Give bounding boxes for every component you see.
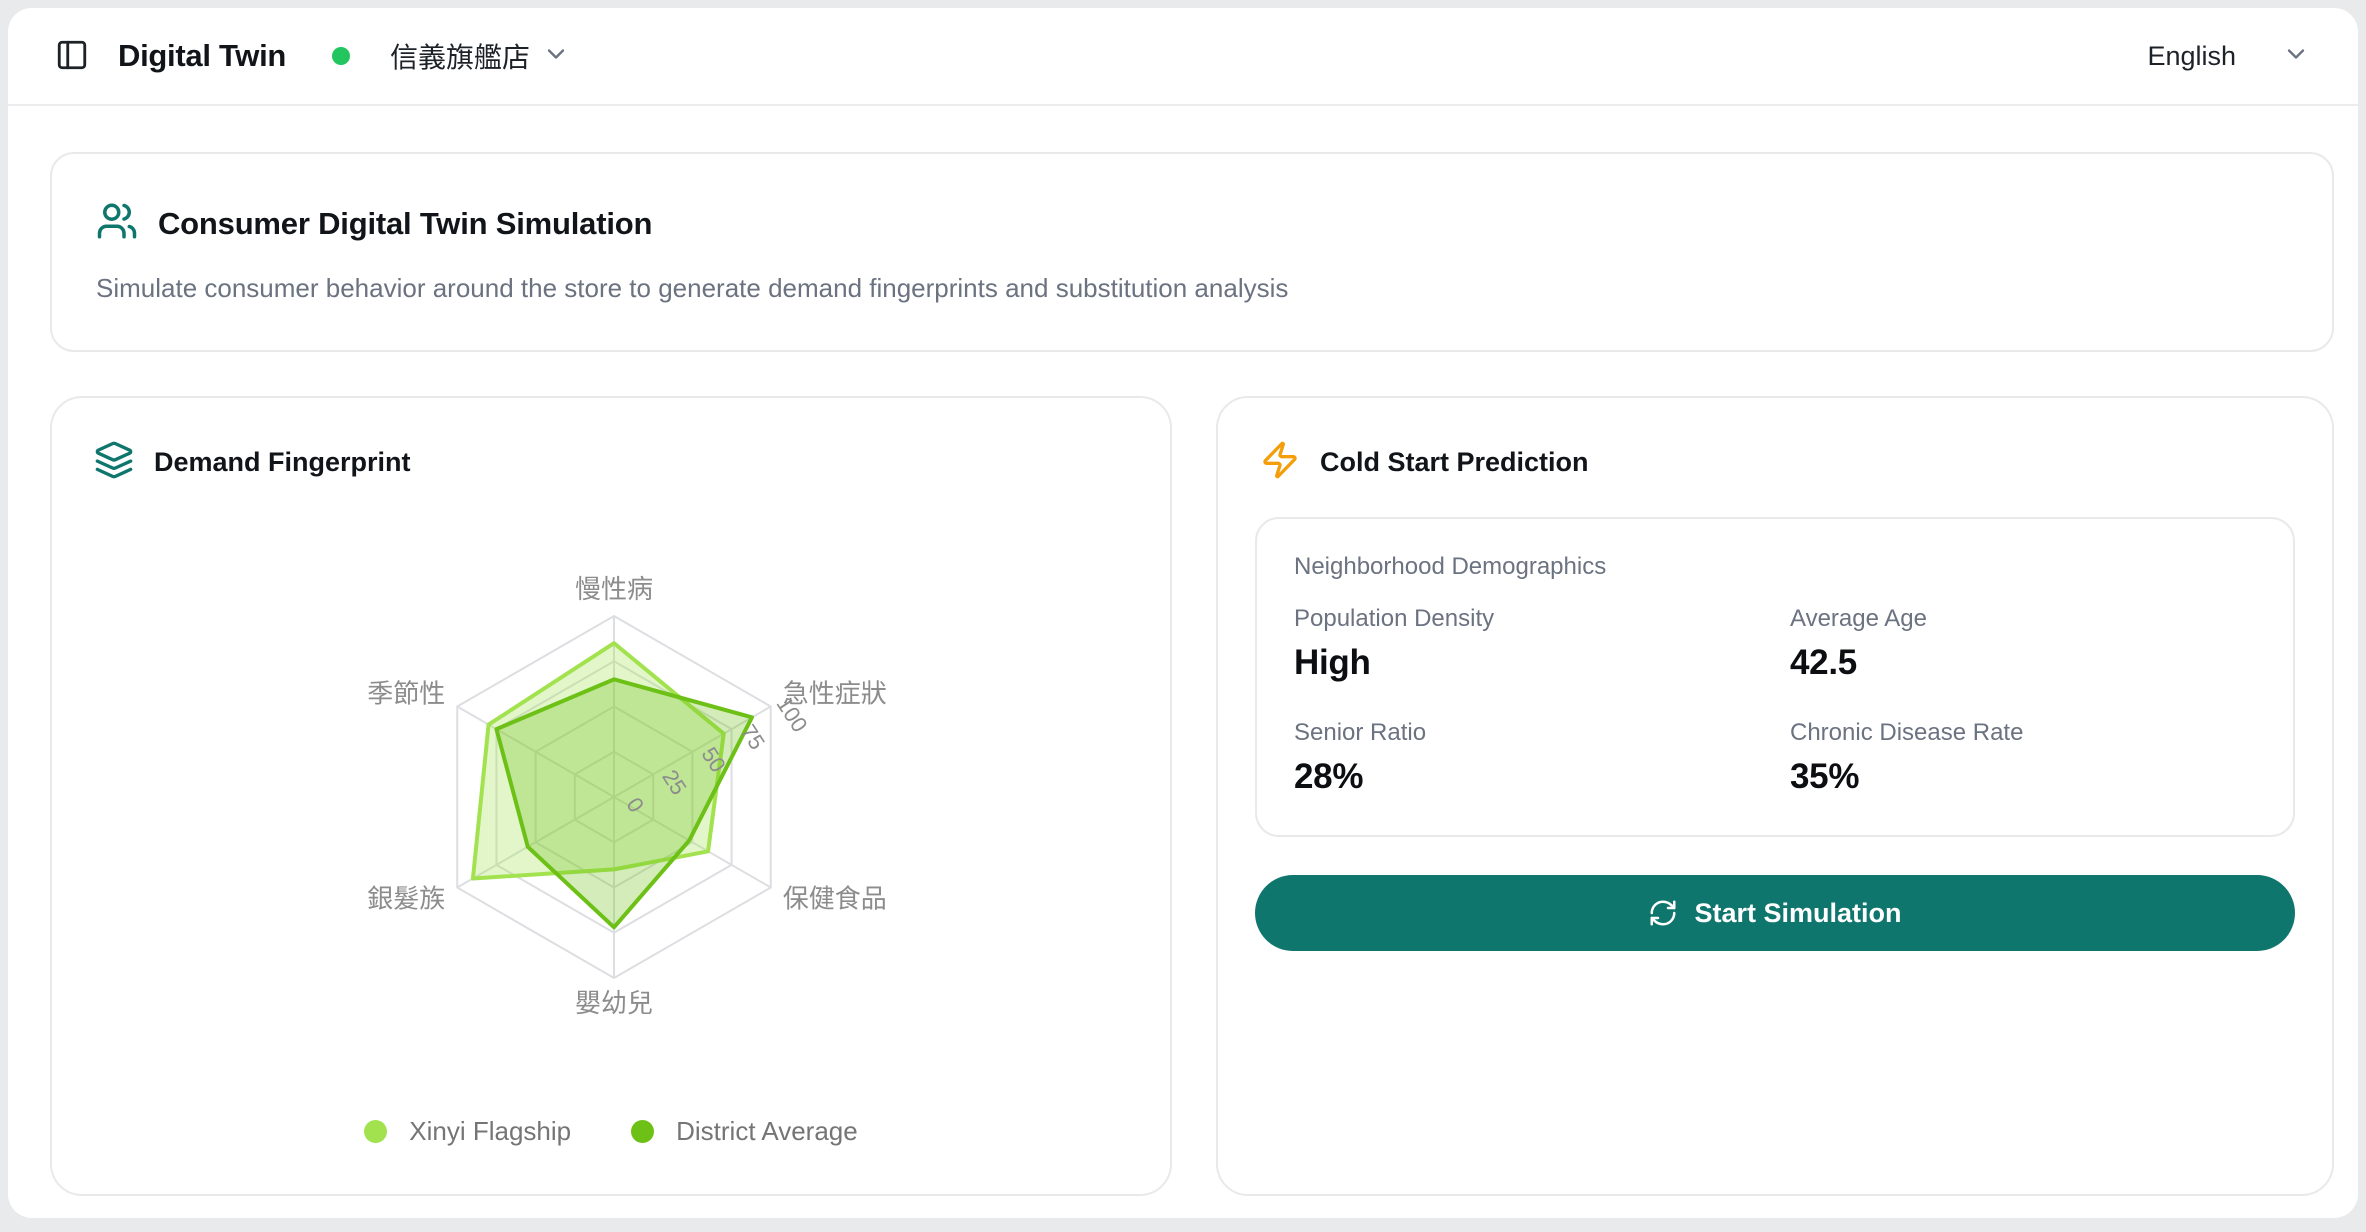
card-title: Cold Start Prediction	[1320, 447, 1589, 477]
stat-label: Population Density	[1294, 605, 1495, 632]
layers-icon	[94, 440, 134, 485]
store-selector[interactable]: 信義旗艦店	[332, 36, 570, 76]
svg-text:50: 50	[697, 743, 731, 777]
demographics-panel: Neighborhood Demographics Population Den…	[1255, 517, 2295, 837]
panel-left-icon	[55, 38, 89, 75]
banner-card: Consumer Digital Twin Simulation Simulat…	[50, 152, 2334, 352]
page-title: Consumer Digital Twin Simulation	[158, 205, 653, 241]
chart-legend: Xinyi Flagship District Average	[52, 1116, 1170, 1147]
card-title: Demand Fingerprint	[154, 447, 411, 477]
language-label: English	[2147, 40, 2236, 71]
zap-icon	[1260, 440, 1300, 485]
chevron-down-icon	[542, 40, 570, 73]
start-simulation-label: Start Simulation	[1694, 897, 1902, 928]
legend-label: District Average	[676, 1116, 858, 1146]
svg-text:25: 25	[657, 765, 691, 799]
svg-text:嬰幼兒: 嬰幼兒	[575, 988, 653, 1018]
main-content: Consumer Digital Twin Simulation Simulat…	[8, 106, 2358, 1196]
cold-start-card: Cold Start Prediction Neighborhood Demog…	[1216, 396, 2334, 1196]
stat-chronic-disease-rate: Chronic Disease Rate 35%	[1790, 719, 2263, 797]
app-header: Digital Twin 信義旗艦店 English	[8, 8, 2358, 106]
stat-value: 28%	[1294, 757, 1364, 796]
stat-value: 35%	[1790, 757, 1860, 796]
stat-value: 42.5	[1790, 643, 1857, 682]
chevron-down-icon	[2282, 40, 2310, 73]
language-selector[interactable]: English	[2147, 40, 2310, 73]
legend-dot	[631, 1120, 655, 1143]
legend-item-xinyi-flagship[interactable]: Xinyi Flagship	[364, 1116, 571, 1147]
users-icon	[96, 200, 138, 247]
app-window: Digital Twin 信義旗艦店 English Consumer Digi…	[8, 8, 2358, 1218]
svg-text:季節性: 季節性	[367, 679, 445, 709]
stat-label: Chronic Disease Rate	[1790, 719, 2024, 746]
page-subtitle: Simulate consumer behavior around the st…	[96, 273, 1289, 303]
legend-label: Xinyi Flagship	[409, 1116, 572, 1146]
svg-text:100: 100	[772, 692, 813, 736]
refresh-icon	[1648, 898, 1678, 928]
stat-population-density: Population Density High	[1294, 605, 1790, 683]
demographics-title: Neighborhood Demographics	[1294, 553, 1607, 580]
stat-value: High	[1294, 643, 1371, 682]
svg-text:銀髮族: 銀髮族	[367, 884, 445, 914]
start-simulation-button[interactable]: Start Simulation	[1255, 875, 2295, 951]
app-title: Digital Twin	[118, 38, 287, 73]
stat-average-age: Average Age 42.5	[1790, 605, 2263, 683]
stat-senior-ratio: Senior Ratio 28%	[1294, 719, 1790, 797]
legend-item-district-average[interactable]: District Average	[631, 1116, 858, 1147]
sidebar-toggle-button[interactable]	[52, 36, 92, 76]
svg-text:慢性病: 慢性病	[575, 574, 653, 604]
svg-text:保健食品: 保健食品	[783, 884, 887, 914]
stat-label: Average Age	[1790, 605, 1928, 632]
store-name: 信義旗艦店	[390, 42, 531, 73]
svg-text:75: 75	[736, 720, 770, 754]
store-status-dot	[332, 47, 351, 65]
svg-text:0: 0	[621, 793, 649, 817]
legend-dot	[364, 1120, 388, 1143]
stat-label: Senior Ratio	[1294, 719, 1427, 746]
demand-fingerprint-card: Demand Fingerprint 慢性病急性症狀保健食品嬰幼兒 銀髮族 季節性 0…	[50, 396, 1172, 1196]
svg-text:急性症狀: 急性症狀	[783, 679, 887, 709]
